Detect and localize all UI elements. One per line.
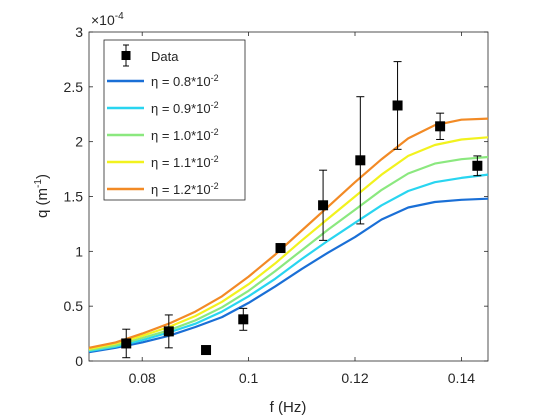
x-axis-ticks: 0.08 0.1 0.12 0.14 [129, 32, 475, 386]
y-axis-label-sup: -1 [33, 179, 44, 188]
y-axis-label-main: q (m [34, 188, 51, 218]
y-tick-label: 2.5 [64, 79, 84, 95]
data-point [355, 155, 366, 166]
y-axis-ticks: 0 0.5 1 1.5 2 2.5 3 [64, 24, 488, 369]
data-markers [121, 100, 483, 356]
x-axis-label: f (Hz) [270, 399, 307, 416]
data-point [121, 338, 132, 349]
legend-label-3: η = 1.0*10-2 [151, 127, 219, 143]
legend-label-4: η = 1.1*10-2 [151, 154, 219, 170]
series-line-5 [88, 117, 489, 349]
y-exponent-prefix: ×10 [91, 12, 115, 28]
legend-label-2: η = 0.9*10-2 [151, 100, 219, 116]
data-point [392, 100, 403, 111]
series-line-1 [88, 197, 489, 354]
y-tick-label: 0 [75, 353, 83, 369]
data-point [318, 200, 329, 211]
series-line-4 [88, 136, 489, 350]
data-point [435, 121, 446, 132]
legend-series: η = 0.8*10-2 η = 0.9*10-2 η = 1.0*10-2 η = … [107, 73, 219, 197]
data-point [472, 160, 483, 171]
data-point [163, 326, 174, 337]
legend-box [103, 39, 246, 201]
x-tick-label: 0.12 [341, 370, 368, 386]
y-tick-label: 0.5 [64, 298, 84, 314]
legend-item-data: Data [121, 44, 179, 67]
series-line-2 [88, 173, 489, 353]
legend-label-data: Data [151, 49, 179, 64]
y-tick-label: 3 [75, 24, 83, 40]
x-tick-label: 0.08 [129, 370, 156, 386]
data-point [238, 314, 249, 325]
y-exponent-label: ×10-4 [91, 11, 124, 28]
y-tick-label: 1.5 [64, 189, 84, 205]
y-axis-label: q (m-1) [33, 174, 51, 218]
legend-label-1: η = 0.8*10-2 [151, 73, 219, 89]
curve-lines [88, 117, 489, 354]
data-point [201, 345, 212, 356]
series-line-3 [88, 155, 489, 352]
y-tick-label: 1 [75, 243, 83, 259]
y-exponent-power: -4 [115, 11, 124, 22]
legend: Data η = 0.8*10-2 η = 0.9*10-2 η = 1.0*10-… [103, 39, 246, 201]
x-tick-label: 0.14 [448, 370, 475, 386]
x-tick-label: 0.1 [239, 370, 259, 386]
y-tick-label: 2 [75, 134, 83, 150]
legend-marker-square [121, 51, 131, 60]
y-axis-label-tail: ) [34, 174, 51, 179]
data-point [275, 243, 286, 254]
legend-label-5: η = 1.2*10-2 [151, 181, 219, 197]
